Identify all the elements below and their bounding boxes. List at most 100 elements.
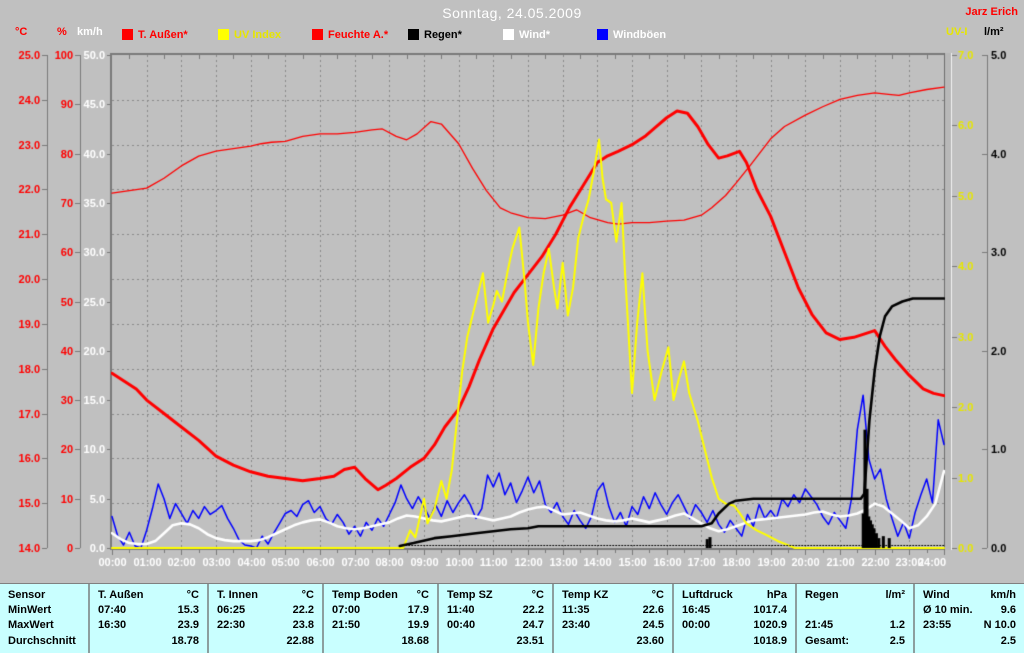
table-line: 2.5 <box>915 634 1024 648</box>
table-line: Temp SZ °C <box>439 588 552 602</box>
legend-label: Wind* <box>519 29 551 41</box>
table-line: 11:40 22.2 <box>439 603 552 617</box>
table-sensor-column: T. Außen °C 07:40 15.3 16:30 23.9 18.78 <box>88 584 207 653</box>
table-line: 23.60 <box>554 634 672 648</box>
table-row-label: Sensor <box>8 589 46 601</box>
table-line: 07:40 15.3 <box>90 603 207 617</box>
table-line: 22:30 23.8 <box>209 618 322 632</box>
sensor-name: Wind <box>923 589 950 601</box>
min-value: 22.2 <box>292 604 314 616</box>
max-time: 21:50 <box>332 619 361 631</box>
table-line: 21:45 1.2 <box>797 618 913 632</box>
avg-value: 1018.9 <box>753 635 787 647</box>
table-line: T. Außen °C <box>90 588 207 602</box>
table-line: 06:25 22.2 <box>209 603 322 617</box>
table-line: Regen l/m² <box>797 588 913 602</box>
max-value: 1020.9 <box>753 619 787 631</box>
table-line: 21:50 19.9 <box>324 618 437 632</box>
table-line: Gesamt: 2.5 <box>797 634 913 648</box>
table-sensor-column: Temp KZ °C 11:35 22.6 23:40 24.5 23.60 <box>552 584 672 653</box>
sensor-unit: hPa <box>766 589 787 601</box>
legend-label: Feuchte A.* <box>328 29 389 41</box>
max-time: 21:45 <box>805 619 834 631</box>
min-time: Ø 10 min. <box>923 604 973 616</box>
min-value: 22.6 <box>642 604 664 616</box>
rain-unit-header: l/m² <box>984 26 1004 38</box>
table-line: 00:40 24.7 <box>439 618 552 632</box>
table-line: Ø 10 min. 9.6 <box>915 603 1024 617</box>
legend-item-2: UV Index <box>218 29 281 41</box>
table-line: 1018.9 <box>674 634 795 648</box>
table-line: 23.51 <box>439 634 552 648</box>
legend-item-1: T. Außen* <box>122 29 188 41</box>
sensor-unit: °C <box>416 589 429 601</box>
max-value: 24.5 <box>642 619 664 631</box>
min-time: 11:35 <box>562 604 590 616</box>
temp-unit-header: °C <box>15 26 28 38</box>
min-time: 07:00 <box>332 604 361 616</box>
min-value: 17.9 <box>407 604 429 616</box>
max-time: 00:00 <box>682 619 711 631</box>
wind-unit-header: km/h <box>77 26 103 38</box>
sensor-unit: °C <box>531 589 544 601</box>
min-value: 9.6 <box>1000 604 1016 616</box>
min-time: 16:45 <box>682 604 711 616</box>
sensor-name: T. Innen <box>217 589 258 601</box>
station-owner-label: Jarz Erich <box>965 6 1018 18</box>
table-line: Luftdruck hPa <box>674 588 795 602</box>
table-sensor-column: T. Innen °C 06:25 22.2 22:30 23.8 22.88 <box>207 584 322 653</box>
weather-chart-canvas <box>0 0 1024 583</box>
avg-value: 2.5 <box>1000 635 1016 647</box>
sensor-unit: °C <box>301 589 314 601</box>
min-time: 07:40 <box>98 604 127 616</box>
stats-table: Sensor MinWert MaxWert Durchschnitt T. Außen… <box>0 583 1024 653</box>
table-line: 23:55 N 10.0 <box>915 618 1024 632</box>
table-row-label: Durchschnitt <box>8 635 76 647</box>
legend-swatch-icon <box>503 29 514 40</box>
table-line: 16:30 23.9 <box>90 618 207 632</box>
max-value: 23.9 <box>177 619 199 631</box>
table-line: Durchschnitt <box>0 634 88 648</box>
avg-value: 22.88 <box>286 635 314 647</box>
legend-label: T. Außen* <box>138 29 188 41</box>
max-value: 24.7 <box>522 619 544 631</box>
min-value: 22.2 <box>522 604 544 616</box>
avg-value: 2.5 <box>889 635 905 647</box>
legend-swatch-icon <box>597 29 608 40</box>
hum-unit-header: % <box>57 26 67 38</box>
avg-value: 23.51 <box>516 635 544 647</box>
legend-swatch-icon <box>408 29 419 40</box>
sensor-unit: °C <box>651 589 664 601</box>
table-line: 18.78 <box>90 634 207 648</box>
min-value: 1017.4 <box>753 604 787 616</box>
table-line: Temp KZ °C <box>554 588 672 602</box>
table-line: MinWert <box>0 603 88 617</box>
max-time: 23:40 <box>562 619 591 631</box>
legend-swatch-icon <box>218 29 229 40</box>
min-value: 15.3 <box>177 604 199 616</box>
min-time: 11:40 <box>447 604 475 616</box>
uv-unit-header: UV-I <box>946 26 968 38</box>
legend-item-5: Wind* <box>503 29 550 41</box>
table-line: 16:45 1017.4 <box>674 603 795 617</box>
sensor-unit: °C <box>186 589 199 601</box>
table-row-label: MaxWert <box>8 619 54 631</box>
table-sensor-column: Regen l/m² 21:45 1.2 Gesamt: 2.5 <box>795 584 913 653</box>
min-time: 06:25 <box>217 604 246 616</box>
sensor-name: Temp SZ <box>447 589 493 601</box>
table-line: 00:00 1020.9 <box>674 618 795 632</box>
legend-swatch-icon <box>122 29 133 40</box>
sensor-name: Regen <box>805 589 839 601</box>
sensor-name: T. Außen <box>98 589 144 601</box>
max-time: 00:40 <box>447 619 476 631</box>
max-value: 23.8 <box>292 619 314 631</box>
avg-value: 23.60 <box>636 635 664 647</box>
legend-label: UV Index <box>234 29 282 41</box>
max-time: 23:55 <box>923 619 952 631</box>
legend-label: Regen* <box>424 29 462 41</box>
avg-value: 18.68 <box>401 635 429 647</box>
table-sensor-column: Temp Boden °C 07:00 17.9 21:50 19.9 18.68 <box>322 584 437 653</box>
table-line: Sensor <box>0 588 88 602</box>
chart-title-date: Sonntag, 24.05.2009 <box>442 5 582 21</box>
